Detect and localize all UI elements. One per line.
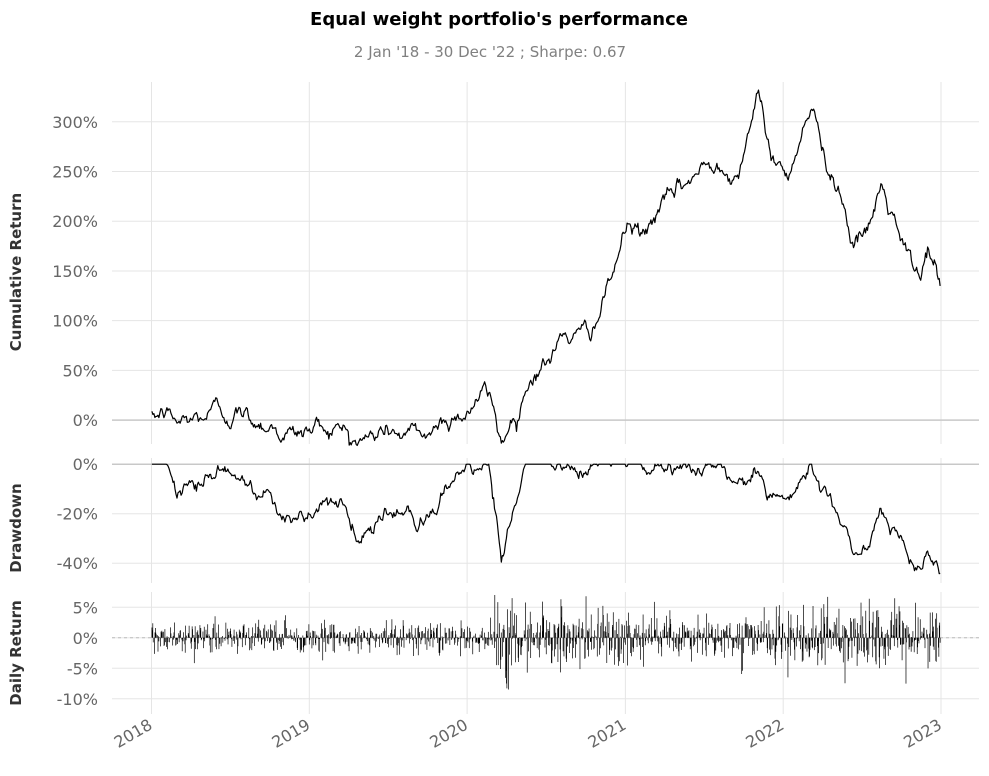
x-tick-label: 2018 [111, 715, 156, 752]
x-tick-label: 2022 [742, 715, 787, 752]
cumulative-return-axis-label: Cumulative Return [7, 193, 25, 351]
x-axis: 2018 2019 2020 2021 2022 2023 [111, 715, 945, 752]
x-tick-label: 2023 [900, 715, 945, 752]
drawdown-axis-label: Drawdown [7, 483, 25, 572]
cumulative-return-line [151, 89, 941, 447]
x-tick-label: 2019 [269, 715, 314, 752]
y-tick-label: 50% [62, 361, 98, 380]
x-tick-label: 2021 [585, 715, 630, 752]
y-tick-label: 200% [52, 212, 98, 231]
y-tick-label: 0% [73, 455, 98, 474]
y-tick-label: 0% [73, 629, 98, 648]
y-tick-label: -5% [67, 659, 98, 678]
chart-title: Equal weight portfolio's performance [310, 9, 688, 30]
y-tick-label: 0% [73, 411, 98, 430]
drawdown-panel: Drawdown 0% -20% -40% [7, 455, 979, 583]
y-tick-label: 5% [73, 598, 98, 617]
y-tick-label: -20% [57, 505, 98, 524]
cumulative-return-panel: Cumulative Return 0% 50% 100% 150% 200% 250% 3… [7, 82, 979, 447]
y-tick-label: -10% [57, 690, 98, 709]
daily-return-bars [151, 595, 941, 690]
chart-subtitle: 2 Jan '18 - 30 Dec '22 ; Sharpe: 0.67 [354, 43, 626, 61]
daily-return-panel: Daily Return 5% 0% -5% -10% [7, 592, 979, 714]
daily-return-axis-label: Daily Return [7, 600, 25, 706]
x-tick-label: 2020 [426, 715, 471, 752]
drawdown-line [151, 463, 941, 575]
y-tick-label: 150% [52, 262, 98, 281]
y-tick-label: 250% [52, 163, 98, 182]
y-tick-label: 100% [52, 312, 98, 331]
y-tick-label: 300% [52, 113, 98, 132]
y-tick-label: -40% [57, 554, 98, 573]
